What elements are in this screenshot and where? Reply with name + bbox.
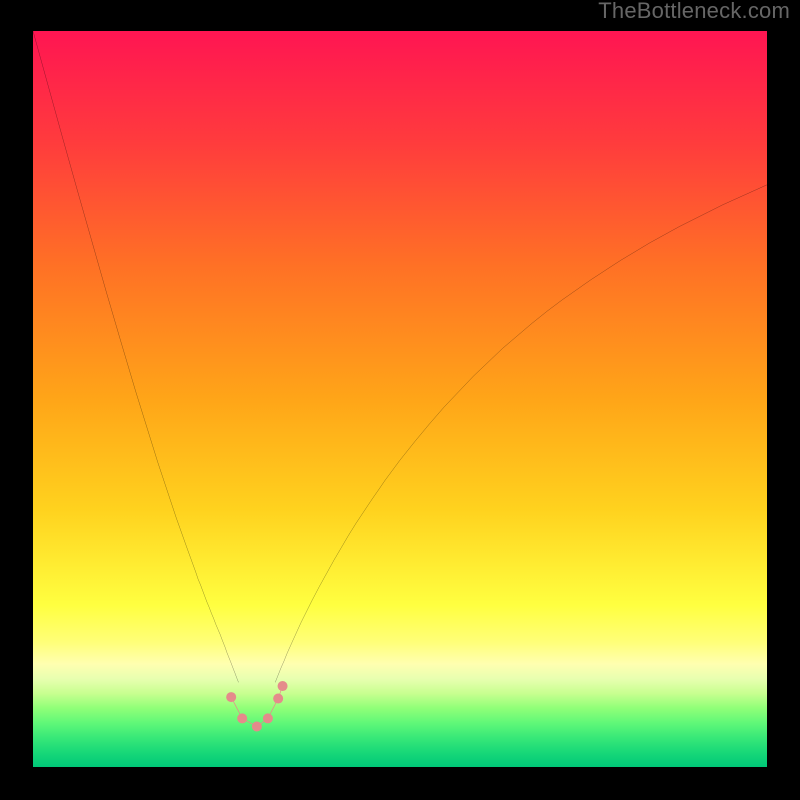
chart-root: TheBottleneck.com	[0, 0, 800, 800]
trough-marker	[226, 692, 236, 702]
plot-wrap	[33, 31, 767, 767]
trough-marker	[237, 713, 247, 723]
trough-dots	[226, 681, 287, 731]
curve-right	[275, 185, 767, 683]
curve-left	[33, 31, 239, 682]
trough-marker	[252, 722, 262, 732]
trough-marker	[273, 694, 283, 704]
trough-marker	[263, 713, 273, 723]
trough-marker	[278, 681, 288, 691]
curve-layer	[33, 31, 767, 767]
plot-area	[33, 31, 767, 767]
watermark: TheBottleneck.com	[598, 0, 790, 22]
